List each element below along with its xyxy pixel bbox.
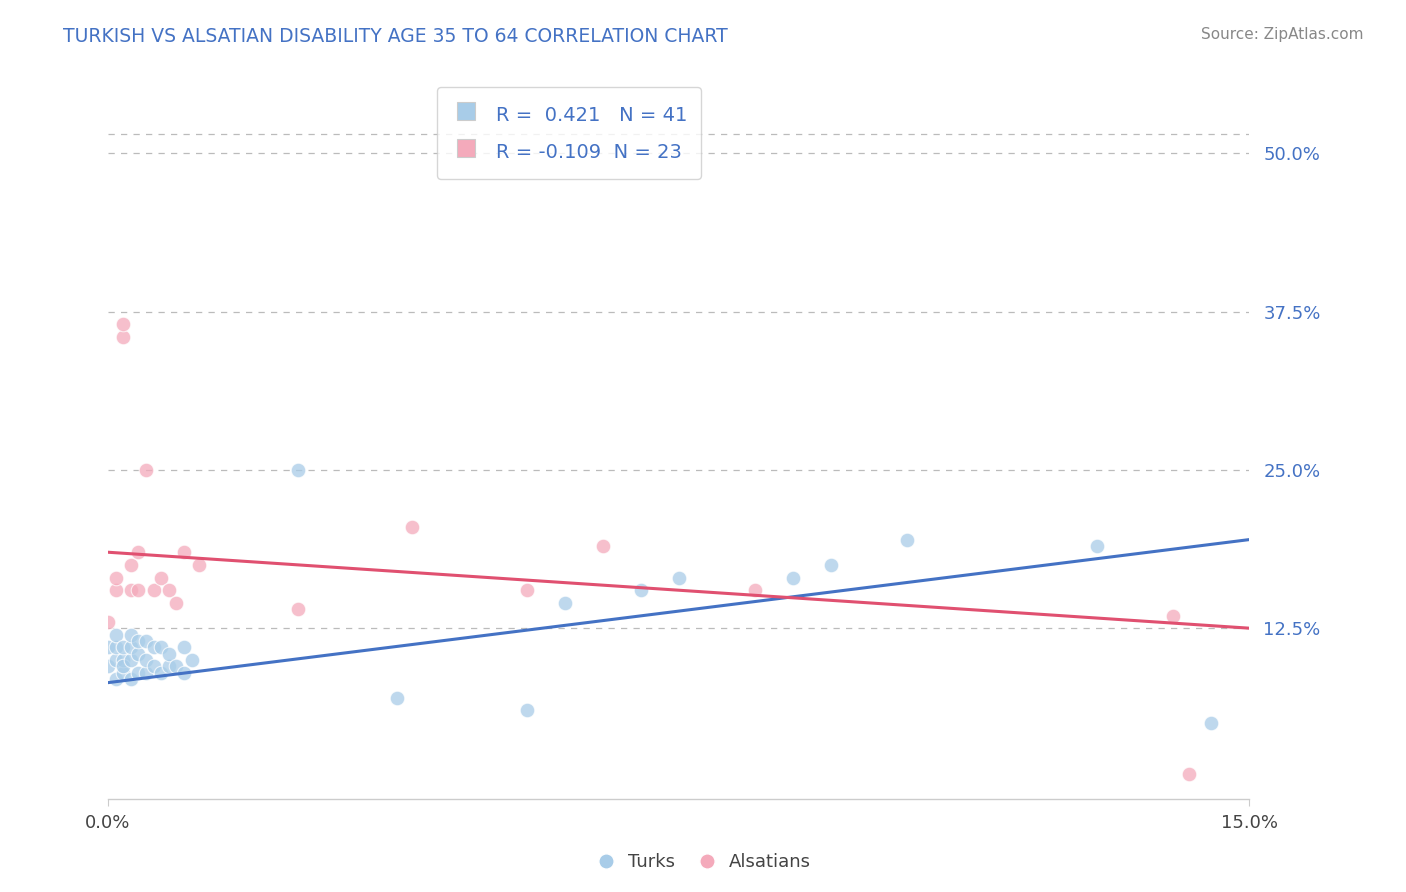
Text: TURKISH VS ALSATIAN DISABILITY AGE 35 TO 64 CORRELATION CHART: TURKISH VS ALSATIAN DISABILITY AGE 35 TO… bbox=[63, 27, 728, 45]
Point bbox=[157, 647, 180, 661]
Point bbox=[896, 533, 918, 547]
Point bbox=[188, 558, 211, 572]
Point bbox=[150, 570, 173, 584]
Point bbox=[127, 665, 149, 680]
Legend: R =  0.421   N = 41, R = -0.109  N = 23: R = 0.421 N = 41, R = -0.109 N = 23 bbox=[437, 87, 700, 179]
Point bbox=[157, 583, 180, 598]
Point bbox=[401, 520, 423, 534]
Point bbox=[127, 583, 149, 598]
Point bbox=[104, 672, 127, 686]
Point bbox=[668, 570, 690, 584]
Point bbox=[142, 640, 165, 655]
Point bbox=[112, 640, 135, 655]
Point bbox=[104, 653, 127, 667]
Point bbox=[112, 330, 135, 344]
Legend: Turks, Alsatians: Turks, Alsatians bbox=[588, 847, 818, 879]
Point bbox=[157, 659, 180, 673]
Point bbox=[1163, 608, 1185, 623]
Text: Source: ZipAtlas.com: Source: ZipAtlas.com bbox=[1201, 27, 1364, 42]
Point bbox=[166, 596, 188, 610]
Point bbox=[127, 545, 149, 559]
Point bbox=[287, 602, 309, 616]
Point bbox=[120, 640, 142, 655]
Point bbox=[820, 558, 842, 572]
Point bbox=[1085, 539, 1108, 553]
Point bbox=[142, 583, 165, 598]
Point bbox=[104, 570, 127, 584]
Point bbox=[385, 690, 408, 705]
Point bbox=[127, 633, 149, 648]
Point bbox=[135, 633, 157, 648]
Point bbox=[97, 659, 120, 673]
Point bbox=[150, 640, 173, 655]
Point bbox=[112, 665, 135, 680]
Point bbox=[1201, 716, 1223, 731]
Point bbox=[127, 647, 149, 661]
Point bbox=[135, 665, 157, 680]
Point bbox=[173, 545, 195, 559]
Point bbox=[515, 583, 537, 598]
Point bbox=[592, 539, 614, 553]
Point bbox=[1177, 766, 1199, 780]
Point bbox=[744, 583, 766, 598]
Point bbox=[112, 653, 135, 667]
Point bbox=[120, 558, 142, 572]
Point bbox=[120, 672, 142, 686]
Point bbox=[515, 704, 537, 718]
Point bbox=[120, 627, 142, 641]
Point bbox=[782, 570, 804, 584]
Point bbox=[287, 463, 309, 477]
Point bbox=[120, 653, 142, 667]
Point bbox=[142, 659, 165, 673]
Point bbox=[135, 463, 157, 477]
Point bbox=[150, 665, 173, 680]
Point bbox=[630, 583, 652, 598]
Point bbox=[135, 653, 157, 667]
Point bbox=[173, 665, 195, 680]
Point bbox=[180, 653, 202, 667]
Point bbox=[97, 615, 120, 629]
Point bbox=[554, 596, 576, 610]
Point bbox=[104, 627, 127, 641]
Point bbox=[112, 659, 135, 673]
Point bbox=[173, 640, 195, 655]
Point bbox=[112, 318, 135, 332]
Point bbox=[104, 583, 127, 598]
Point bbox=[120, 583, 142, 598]
Point bbox=[104, 640, 127, 655]
Point bbox=[166, 659, 188, 673]
Point bbox=[97, 640, 120, 655]
